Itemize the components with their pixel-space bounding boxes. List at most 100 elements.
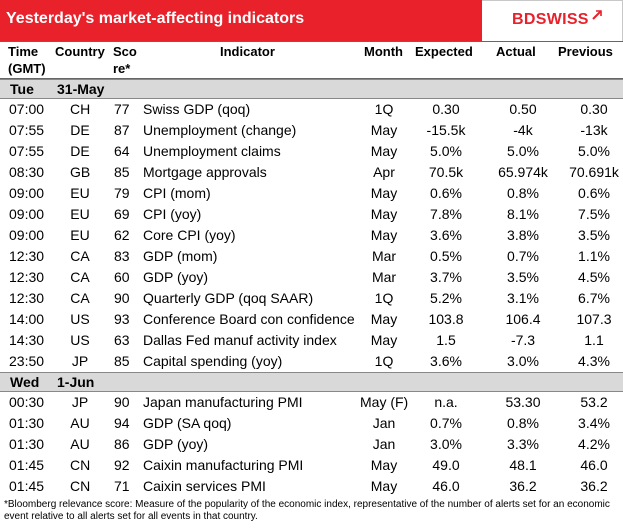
logo-bd-text: BD [512, 11, 536, 28]
cell-time: 09:00 [9, 206, 45, 222]
cell-indicator: GDP (SA qoq) [143, 415, 232, 431]
cell-score: 93 [114, 311, 130, 327]
cell-expected: 49.0 [432, 457, 460, 473]
cell-month: Apr [373, 164, 395, 180]
cell-score: 64 [114, 143, 130, 159]
cell-score: 85 [114, 164, 130, 180]
table-row: 01:30 AU 86 GDP (yoy) Jan 3.0% 3.3% 4.2% [0, 434, 623, 455]
cell-country: EU [70, 185, 90, 201]
cell-expected: 0.7% [430, 415, 462, 431]
table-row: 14:00 US 93 Conference Board con confidence… [0, 309, 623, 330]
cell-time: 07:55 [9, 122, 45, 138]
cell-previous: 4.3% [578, 353, 610, 369]
cell-previous: -13k [580, 122, 608, 138]
table-row: 09:00 EU 69 CPI (yoy) May 7.8% 8.1% 7.5% [0, 204, 623, 225]
col-country: Country [55, 44, 105, 59]
cell-score: 83 [114, 248, 130, 264]
cell-actual: 0.50 [509, 101, 537, 117]
cell-country: EU [70, 227, 90, 243]
cell-score: 79 [114, 185, 130, 201]
cell-expected: 5.2% [430, 290, 462, 306]
cell-score: 85 [114, 353, 130, 369]
cell-country: JP [71, 394, 89, 410]
col-time-line1: Time [8, 44, 39, 59]
cell-previous: 7.5% [578, 206, 610, 222]
cell-country: US [70, 332, 90, 348]
cell-month: 1Q [374, 290, 394, 306]
cell-indicator: Caixin manufacturing PMI [143, 457, 304, 473]
table-row: 23:50 JP 85 Capital spending (yoy) 1Q 3.6% 3.0… [0, 351, 623, 372]
cell-score: 62 [114, 227, 130, 243]
cell-score: 69 [114, 206, 130, 222]
table-row: 07:00 CH 77 Swiss GDP (qoq) 1Q 0.30 0.50 0.30 [0, 99, 623, 120]
cell-score: 94 [114, 415, 130, 431]
cell-country: CA [70, 290, 90, 306]
cell-previous: 5.0% [578, 143, 610, 159]
col-month: Month [364, 44, 403, 59]
cell-indicator: Caixin services PMI [143, 478, 266, 494]
cell-month: May [370, 227, 398, 243]
cell-country: CA [70, 269, 90, 285]
cell-previous: 6.7% [578, 290, 610, 306]
cell-time: 09:00 [9, 227, 45, 243]
cell-month: May (F) [360, 394, 409, 410]
cell-indicator: Mortgage approvals [143, 164, 267, 180]
cell-indicator: Dallas Fed manuf activity index [143, 332, 337, 348]
cell-actual: 106.4 [505, 311, 541, 327]
cell-country: JP [71, 353, 89, 369]
cell-previous: 0.6% [578, 185, 610, 201]
cell-actual: 36.2 [509, 478, 537, 494]
cell-indicator: Unemployment claims [143, 143, 281, 159]
col-indicator: Indicator [220, 44, 275, 59]
table-row: 12:30 CA 83 GDP (mom) Mar 0.5% 0.7% 1.1% [0, 246, 623, 267]
cell-time: 01:45 [9, 457, 45, 473]
cell-time: 14:30 [9, 332, 45, 348]
cell-month: May [370, 206, 398, 222]
cell-time: 01:45 [9, 478, 45, 494]
cell-indicator: Core CPI (yoy) [143, 227, 236, 243]
cell-previous: 0.30 [580, 101, 608, 117]
logo-box: BDSWISS [482, 0, 623, 41]
cell-score: 90 [114, 394, 130, 410]
col-actual: Actual [496, 44, 536, 59]
cell-expected: 1.5 [436, 332, 456, 348]
cell-country: EU [70, 206, 90, 222]
table-row: 07:55 DE 87 Unemployment (change) May -15.5k -… [0, 120, 623, 141]
cell-month: May [370, 332, 398, 348]
cell-expected: 0.5% [430, 248, 462, 264]
cell-time: 12:30 [9, 269, 45, 285]
header: Yesterday's market-affecting indicators … [0, 0, 623, 41]
cell-country: CH [70, 101, 91, 117]
section-header: Wed 1-Jun [0, 372, 623, 392]
cell-time: 08:30 [9, 164, 45, 180]
cell-country: AU [70, 436, 90, 452]
cell-actual: 3.0% [507, 353, 539, 369]
cell-country: CA [70, 248, 90, 264]
cell-time: 12:30 [9, 290, 45, 306]
cell-previous: 36.2 [580, 478, 608, 494]
cell-actual: 0.8% [507, 185, 539, 201]
cell-score: 77 [114, 101, 130, 117]
cell-country: CN [70, 478, 91, 494]
table-row: 01:30 AU 94 GDP (SA qoq) Jan 0.7% 0.8% 3.4% [0, 413, 623, 434]
cell-time: 07:55 [9, 143, 45, 159]
footnote: *Bloomberg relevance score: Measure of t… [4, 499, 610, 522]
section-header: Tue 31-May [0, 79, 623, 99]
cell-month: Mar [371, 269, 397, 285]
cell-indicator: Quarterly GDP (qoq SAAR) [143, 290, 314, 306]
cell-actual: -4k [513, 122, 533, 138]
cell-time: 00:30 [9, 394, 45, 410]
cell-expected: 3.6% [430, 353, 462, 369]
cell-score: 60 [114, 269, 130, 285]
cell-month: Mar [371, 248, 397, 264]
cell-month: 1Q [374, 101, 394, 117]
cell-time: 23:50 [9, 353, 45, 369]
cell-previous: 1.1 [584, 332, 604, 348]
cell-actual: 0.8% [507, 415, 539, 431]
section-date: 31-May [57, 81, 105, 97]
cell-score: 92 [114, 457, 130, 473]
col-score-line2: re* [113, 61, 131, 76]
cell-expected: 0.6% [430, 185, 462, 201]
cell-month: 1Q [374, 353, 394, 369]
cell-indicator: Japan manufacturing PMI [143, 394, 303, 410]
